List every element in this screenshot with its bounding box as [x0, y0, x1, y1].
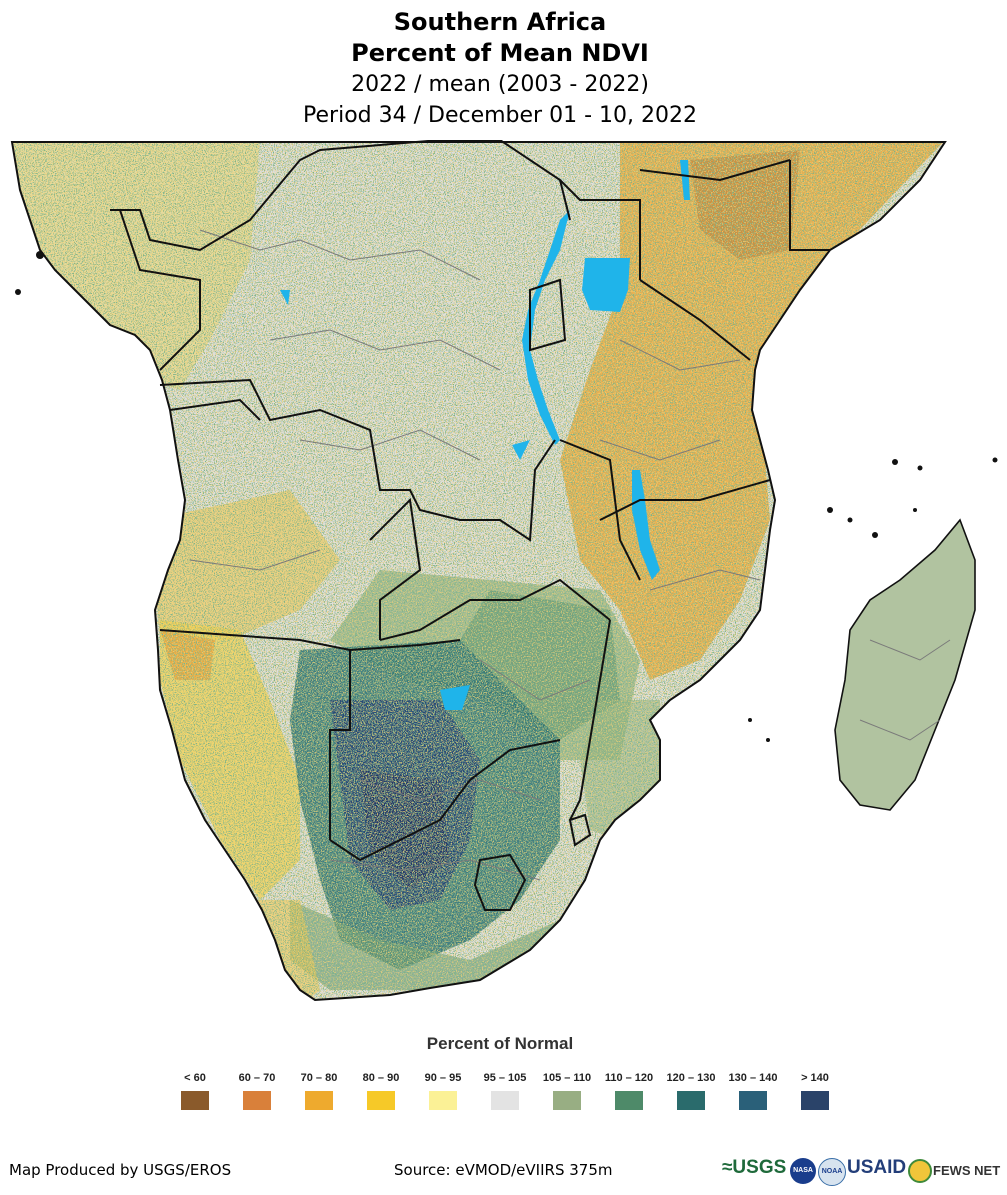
okavango-delta [440, 685, 470, 710]
nasa-logo: NASA [790, 1158, 816, 1184]
fews-net-globe-icon [908, 1159, 932, 1183]
lake-malawi [632, 470, 660, 580]
lakes [280, 160, 690, 710]
lake-turkana [680, 160, 690, 200]
legend-swatch [491, 1091, 519, 1110]
lake-mweru [512, 440, 530, 460]
legend-item-label: < 60 [184, 1072, 206, 1084]
legend-item-label: 130 – 140 [728, 1072, 778, 1084]
legend-swatch [615, 1091, 643, 1110]
legend-item: < 60 [163, 1070, 227, 1110]
map-title-product: Percent of Mean NDVI [351, 39, 649, 67]
agency-logos: ≈USGS NASA NOAA USAID FEWS NET [720, 1156, 1005, 1186]
legend-item-label: 95 – 105 [483, 1072, 527, 1084]
legend-swatch [677, 1091, 705, 1110]
legend-item: 110 – 120 [597, 1070, 661, 1110]
admin-boundaries [189, 229, 951, 881]
islands [15, 251, 998, 742]
legend-swatch [553, 1091, 581, 1110]
madagascar-landmass [834, 518, 976, 811]
legend-swatch [181, 1091, 209, 1110]
legend-item: 60 – 70 [225, 1070, 289, 1110]
legend-item-label: 120 – 130 [666, 1072, 716, 1084]
noaa-logo: NOAA [818, 1158, 846, 1186]
legend-item-label: > 140 [801, 1072, 829, 1084]
map-producer-credit: Map Produced by USGS/EROS [9, 1161, 232, 1179]
legend-item: > 140 [783, 1070, 847, 1110]
legend-item-label: 110 – 120 [604, 1072, 654, 1084]
legend-item: 70 – 80 [287, 1070, 351, 1110]
legend-item: 95 – 105 [473, 1070, 537, 1110]
map-subtitle-years: 2022 / mean (2003 - 2022) [351, 72, 649, 97]
legend-swatch [429, 1091, 457, 1110]
ndvi-map [10, 140, 998, 1002]
lake-victoria [582, 258, 630, 312]
lake-tanganyika [522, 210, 570, 445]
legend-swatch [243, 1091, 271, 1110]
fews-net-logo: FEWS NET [933, 1163, 1001, 1178]
legend-item-label: 90 – 95 [424, 1072, 462, 1084]
legend-swatch [367, 1091, 395, 1110]
legend-swatch [305, 1091, 333, 1110]
country-borders [10, 140, 947, 1002]
legend-item: 105 – 110 [535, 1070, 599, 1110]
legend-item: 80 – 90 [349, 1070, 413, 1110]
usaid-logo: USAID [847, 1157, 907, 1178]
usgs-logo: ≈USGS [722, 1157, 787, 1178]
legend-title: Percent of Normal [426, 1034, 574, 1053]
legend-swatch [801, 1091, 829, 1110]
map-subtitle-period: Period 34 / December 01 - 10, 2022 [303, 103, 697, 128]
legend-item: 120 – 130 [659, 1070, 723, 1110]
legend-item-label: 70 – 80 [300, 1072, 338, 1084]
legend-item: 90 – 95 [411, 1070, 475, 1110]
legend-item-label: 80 – 90 [362, 1072, 400, 1084]
data-source-credit: Source: eVMOD/eVIIRS 375m [394, 1161, 613, 1179]
legend-item-label: 105 – 110 [542, 1072, 592, 1084]
legend-scale: < 60 60 – 70 70 – 80 80 – 90 90 – 95 95 – 105… [0, 1070, 1007, 1120]
map-title-block: Southern Africa Percent of Mean NDVI 202… [0, 6, 1000, 131]
legend-item-label: 60 – 70 [238, 1072, 276, 1084]
legend-swatch [739, 1091, 767, 1110]
legend-item: 130 – 140 [721, 1070, 785, 1110]
map-title-region: Southern Africa [393, 8, 607, 36]
legend-header: Percent of Normal [0, 1034, 1000, 1054]
